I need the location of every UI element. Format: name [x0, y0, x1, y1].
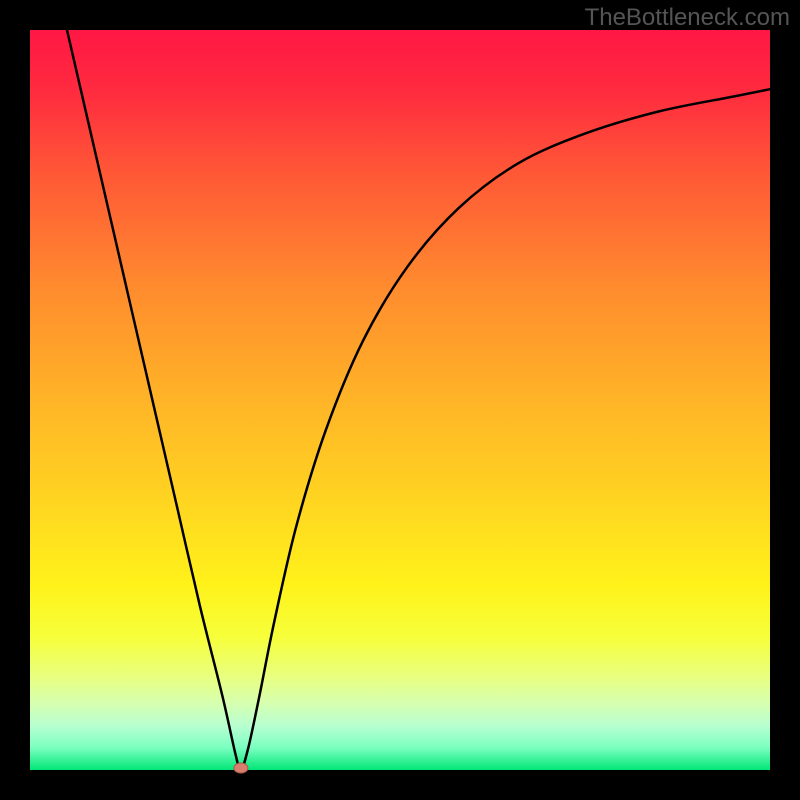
attribution-text: TheBottleneck.com — [585, 4, 790, 32]
bottleneck-chart: TheBottleneck.com — [0, 0, 800, 800]
plot-background — [30, 30, 770, 770]
curve-minimum-marker — [234, 763, 248, 773]
chart-svg — [0, 0, 800, 800]
